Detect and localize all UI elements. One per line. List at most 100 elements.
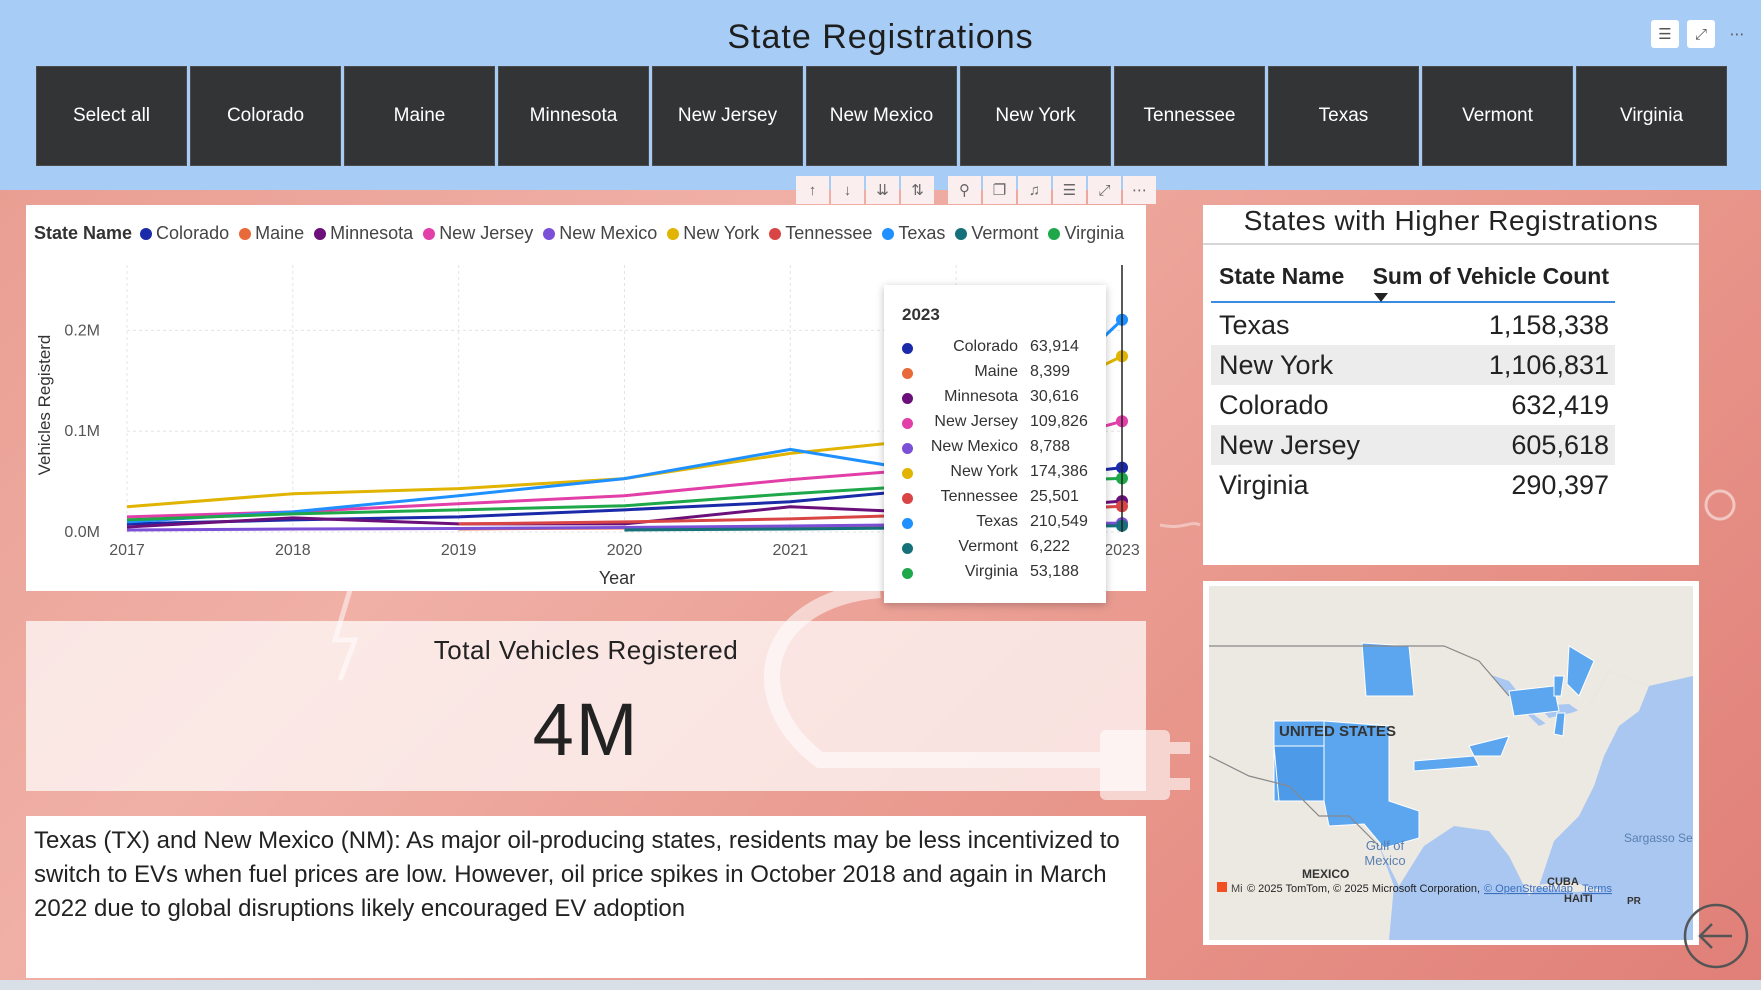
tooltip-dot-icon (902, 343, 913, 354)
tooltip-dot-icon (902, 518, 913, 529)
legend-item-texas[interactable]: Texas (882, 223, 945, 244)
tooltip-dot-icon (902, 368, 913, 379)
x-tick-label: 2019 (441, 542, 477, 559)
legend-title: State Name (34, 223, 133, 243)
vermont-region[interactable] (1553, 675, 1565, 697)
tooltip-series-name: Vermont (958, 538, 1018, 555)
minnesota-region[interactable] (1361, 642, 1415, 697)
tooltip-series-name: Colorado (953, 338, 1018, 355)
expand-hierarchy-icon[interactable]: ⇅ (901, 176, 934, 204)
row-vehicle-count: 632,419 (1511, 390, 1609, 420)
slicer-tennessee[interactable]: Tennessee (1114, 66, 1265, 166)
new-york-region[interactable] (1508, 685, 1560, 717)
slicer-select-all[interactable]: Select all (36, 66, 187, 166)
table-row[interactable]: New Jersey 605,618 (1211, 425, 1615, 465)
table-title: States with Higher Registrations (1203, 205, 1699, 245)
legend-item-tennessee[interactable]: Tennessee (769, 223, 872, 244)
legend-item-colorado[interactable]: Colorado (140, 223, 229, 244)
slicer-vermont[interactable]: Vermont (1422, 66, 1573, 166)
slicer-maine[interactable]: Maine (344, 66, 495, 166)
row-state-name: Texas (1219, 310, 1290, 340)
page-title: State Registrations (727, 18, 1034, 56)
slicer-minnesota[interactable]: Minnesota (498, 66, 649, 166)
tooltip-series-name: New York (950, 463, 1018, 480)
drill-down-icon[interactable]: ↓ (831, 176, 864, 204)
tennessee-region[interactable] (1413, 755, 1480, 772)
page-bottom-strip (0, 980, 1761, 990)
legend-item-new-jersey[interactable]: New Jersey (423, 223, 533, 244)
legend-item-maine[interactable]: Maine (239, 223, 304, 244)
table-row[interactable]: New York 1,106,831 (1211, 345, 1615, 385)
legend-dot-icon (314, 227, 327, 240)
total-vehicles-card[interactable]: Total Vehicles Registered 4M (26, 621, 1146, 791)
legend-dot-icon (667, 227, 680, 240)
map-label-haiti: HAITI (1564, 893, 1593, 905)
maine-region[interactable] (1566, 645, 1595, 697)
x-axis-title: Year (599, 568, 635, 588)
map-label-country: UNITED STATES (1279, 723, 1396, 740)
top-states-table[interactable]: States with Higher Registrations State N… (1203, 205, 1699, 565)
new-mexico-region[interactable] (1273, 745, 1325, 802)
slicer-virginia[interactable]: Virginia (1576, 66, 1727, 166)
osm-link[interactable]: © OpenStreetMap (1484, 883, 1573, 895)
legend-item-minnesota[interactable]: Minnesota (314, 223, 413, 244)
y-tick-label: 0.2M (64, 322, 100, 339)
new-jersey-region[interactable] (1553, 712, 1566, 737)
card-title: Total Vehicles Registered (433, 635, 739, 665)
more-options-icon[interactable]: ⋯ (1729, 26, 1745, 43)
column-header-vehicle-count[interactable]: Sum of Vehicle Count (1372, 263, 1609, 289)
alert-icon[interactable]: ♫ (1018, 176, 1051, 204)
slicer-new-mexico[interactable]: New Mexico (806, 66, 957, 166)
slicer-new-jersey[interactable]: New Jersey (652, 66, 803, 166)
x-tick-label: 2020 (607, 542, 643, 559)
legend-item-virginia[interactable]: Virginia (1048, 223, 1124, 244)
states-map[interactable]: UNITED STATES Gulf of Mexico MEXICO CUBA… (1203, 581, 1699, 945)
table-row[interactable]: Virginia 290,397 (1211, 465, 1615, 505)
legend-item-new-york[interactable]: New York (667, 223, 759, 244)
pin-icon[interactable]: ⚲ (948, 176, 981, 204)
copy-icon[interactable]: ❐ (983, 176, 1016, 204)
legend-label: Minnesota (330, 223, 414, 243)
slicer-texas[interactable]: Texas (1268, 66, 1419, 166)
back-arrow-icon[interactable] (1682, 902, 1750, 970)
legend-dot-icon (140, 227, 153, 240)
filter-icon[interactable]: ☰ (1053, 176, 1086, 204)
focus-mode-icon[interactable]: ⤢ (1088, 176, 1121, 204)
slicer-new-york[interactable]: New York (960, 66, 1111, 166)
tooltip-dot-icon (902, 493, 913, 504)
insight-text: Texas (TX) and New Mexico (NM): As major… (34, 827, 1120, 922)
tooltip-row: Colorado 63,914 (884, 338, 1106, 362)
mexico-land (1209, 756, 1394, 940)
map-canvas[interactable]: UNITED STATES Gulf of Mexico MEXICO CUBA… (1209, 586, 1693, 940)
legend-item-new-mexico[interactable]: New Mexico (543, 223, 657, 244)
tooltip-series-value: 210,549 (1030, 513, 1088, 530)
table-row[interactable]: Texas 1,158,338 (1211, 305, 1615, 345)
filter-icon[interactable]: ☰ (1651, 20, 1679, 48)
legend-item-vermont[interactable]: Vermont (955, 223, 1038, 244)
tooltip-row: New Mexico 8,788 (884, 438, 1106, 462)
table-header: State Name Sum of Vehicle Count (1211, 257, 1615, 303)
drill-up-icon[interactable]: ↑ (796, 176, 829, 204)
x-tick-label: 2023 (1104, 542, 1140, 559)
x-tick-label: 2018 (275, 542, 311, 559)
united-states-land (1209, 646, 1649, 896)
map-label-sargasso: Sargasso Se (1624, 831, 1693, 845)
table-row[interactable]: Colorado 632,419 (1211, 385, 1615, 425)
focus-mode-icon[interactable]: ⤢ (1687, 20, 1715, 48)
row-vehicle-count: 1,106,831 (1488, 350, 1609, 380)
header-bar: State Registrations ☰ ⤢ ⋯ Select all Col… (0, 0, 1761, 190)
tooltip-row: New York 174,386 (884, 463, 1106, 487)
tooltip-dot-icon (902, 468, 913, 479)
insight-text-box: Texas (TX) and New Mexico (NM): As major… (26, 816, 1146, 978)
slicer-colorado[interactable]: Colorado (190, 66, 341, 166)
virginia-region[interactable] (1468, 735, 1510, 757)
cuba-land (1529, 881, 1604, 892)
legend-label: Colorado (156, 223, 230, 243)
expand-next-level-icon[interactable]: ⇊ (866, 176, 899, 204)
more-options-icon[interactable]: ⋯ (1123, 176, 1156, 204)
column-header-state-name[interactable]: State Name (1219, 263, 1345, 289)
visual-toolbar: ↑ ↓ ⇊ ⇅ ⚲ ❐ ♫ ☰ ⤢ ⋯ (796, 176, 1156, 204)
tooltip-series-value: 63,914 (1030, 338, 1079, 355)
tooltip-series-value: 174,386 (1030, 463, 1088, 480)
terms-link[interactable]: Terms (1582, 883, 1612, 895)
